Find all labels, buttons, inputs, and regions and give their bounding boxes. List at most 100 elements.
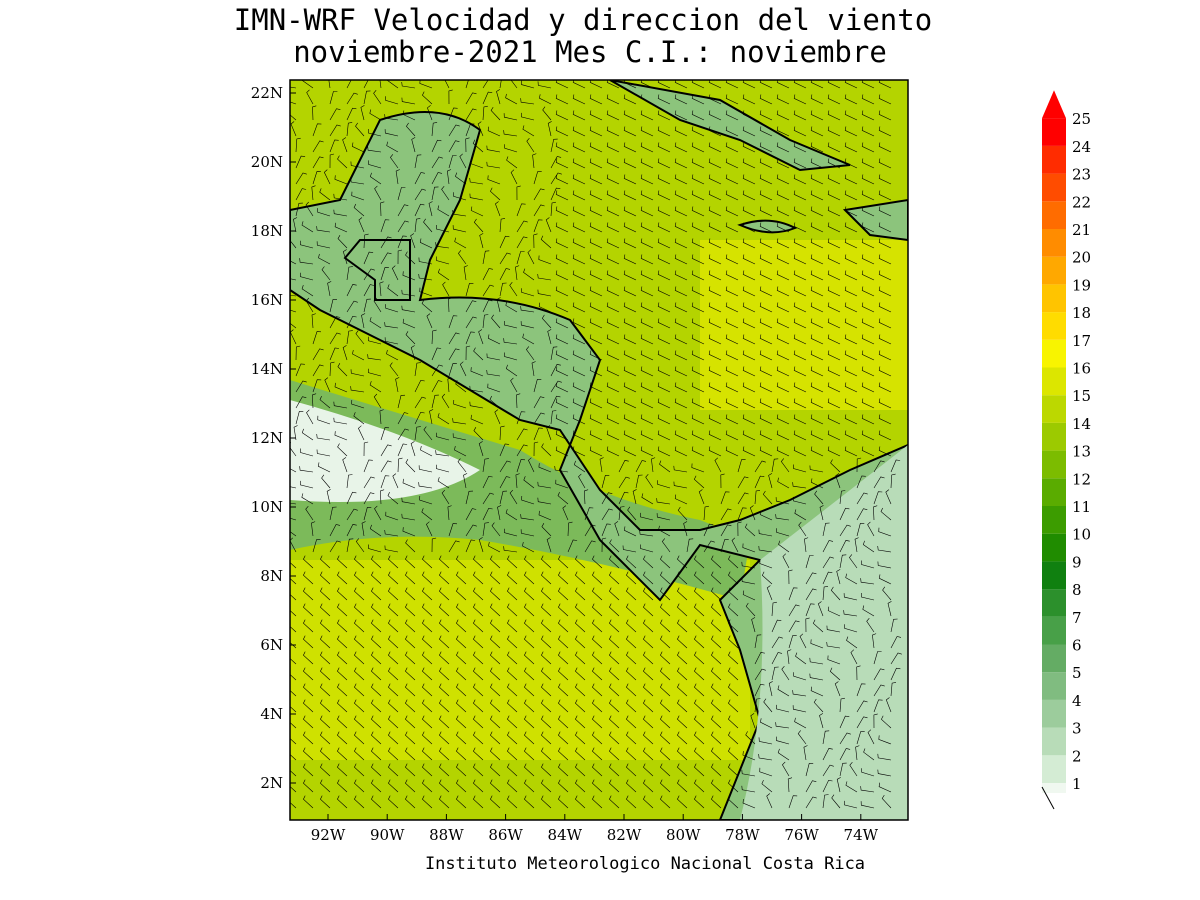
wind-barb — [316, 241, 331, 249]
wind-barb — [711, 779, 722, 793]
wind-barb — [524, 763, 535, 777]
wind-barb — [725, 286, 739, 297]
wind-barb — [541, 667, 552, 681]
wind-barb — [510, 377, 518, 393]
wind-barb — [674, 206, 688, 217]
wind-barb — [827, 446, 841, 457]
wind-barb — [776, 238, 790, 249]
wind-barb — [584, 524, 596, 537]
wind-barb — [867, 521, 875, 537]
wind-barb — [861, 398, 875, 409]
wind-barb — [312, 379, 322, 393]
wind-barb — [725, 302, 739, 313]
wind-barb — [810, 270, 824, 281]
wind-barb — [822, 730, 830, 745]
wind-barb — [329, 332, 341, 345]
wind-barb — [677, 667, 688, 681]
wind-barb — [711, 603, 722, 617]
wind-barb — [878, 206, 892, 217]
wind-barb — [677, 779, 688, 793]
wind-barb — [326, 489, 331, 505]
wind-barb — [442, 281, 450, 297]
wind-barb — [861, 560, 875, 569]
wind-barb — [418, 465, 433, 473]
wind-barb — [373, 297, 382, 313]
wind-barb — [290, 101, 297, 105]
wind-barb — [768, 681, 773, 697]
wind-barb — [329, 316, 341, 329]
wind-barb — [290, 114, 297, 121]
wind-barb — [775, 514, 790, 521]
wind-barb — [456, 699, 467, 713]
wind-barb — [380, 201, 385, 217]
colorbar-label: 1 — [1072, 775, 1082, 793]
wind-barb — [368, 368, 382, 377]
wind-barb — [708, 366, 722, 377]
wind-barb — [507, 555, 518, 569]
wind-barb — [792, 690, 807, 697]
wind-barb — [558, 747, 569, 761]
wind-barb — [303, 555, 314, 569]
wind-barb — [540, 235, 552, 249]
wind-barb — [497, 505, 502, 521]
wind-barb — [844, 110, 858, 121]
wind-barb — [725, 446, 739, 457]
wind-barb — [708, 206, 722, 217]
wind-barb — [861, 302, 875, 313]
wind-barb — [673, 465, 688, 473]
wind-barb — [618, 491, 629, 505]
wind-barb — [861, 238, 875, 249]
lon-label: 92W — [311, 826, 346, 844]
land — [737, 219, 798, 234]
wind-barb — [890, 618, 898, 633]
wind-barb — [533, 171, 542, 185]
wind-barb — [827, 142, 841, 153]
wind-barb — [694, 603, 705, 617]
wind-barb — [337, 619, 348, 633]
wind-barb — [303, 779, 314, 793]
wind-barb — [337, 443, 348, 457]
wind-barb — [454, 446, 467, 457]
wind-barb — [305, 297, 314, 313]
wind-barb — [890, 682, 897, 697]
wind-barb — [572, 174, 586, 185]
wind-barb — [465, 524, 477, 537]
wind-barb — [371, 715, 382, 729]
wind-barb — [429, 409, 434, 425]
wind-barb — [386, 141, 399, 153]
wind-barb — [371, 555, 382, 569]
wind-barb — [861, 126, 875, 137]
wind-barb — [555, 238, 569, 249]
wind-barb — [371, 779, 382, 793]
wind-barb — [303, 619, 314, 633]
wind-barb — [793, 382, 807, 393]
wind-barb — [306, 89, 314, 105]
wind-barb — [640, 350, 654, 361]
wind-barb — [623, 254, 637, 265]
wind-barb — [545, 217, 552, 233]
wind-barb — [380, 219, 390, 233]
wind-barb — [674, 238, 688, 249]
wind-barb — [496, 297, 501, 313]
wind-barb — [606, 158, 620, 169]
wind-barb — [295, 363, 305, 377]
wind-barb — [541, 763, 552, 777]
wind-barb — [402, 271, 416, 281]
wind-barb — [546, 537, 552, 553]
wind-barb — [490, 106, 501, 121]
wind-barb — [422, 795, 433, 809]
wind-barb — [640, 430, 654, 441]
wind-barb — [522, 542, 535, 553]
wind-barb — [346, 300, 358, 313]
wind-barb — [342, 457, 348, 473]
wind-barb — [777, 477, 790, 489]
wind-barb — [589, 334, 603, 345]
wind-barb — [592, 763, 603, 777]
wind-barb — [384, 114, 399, 121]
wind-barb — [776, 398, 790, 409]
lat-label: 14N — [251, 360, 283, 378]
wind-barb — [793, 430, 807, 441]
wind-barb — [444, 80, 450, 89]
land — [842, 198, 908, 242]
wind-barb — [622, 545, 637, 553]
